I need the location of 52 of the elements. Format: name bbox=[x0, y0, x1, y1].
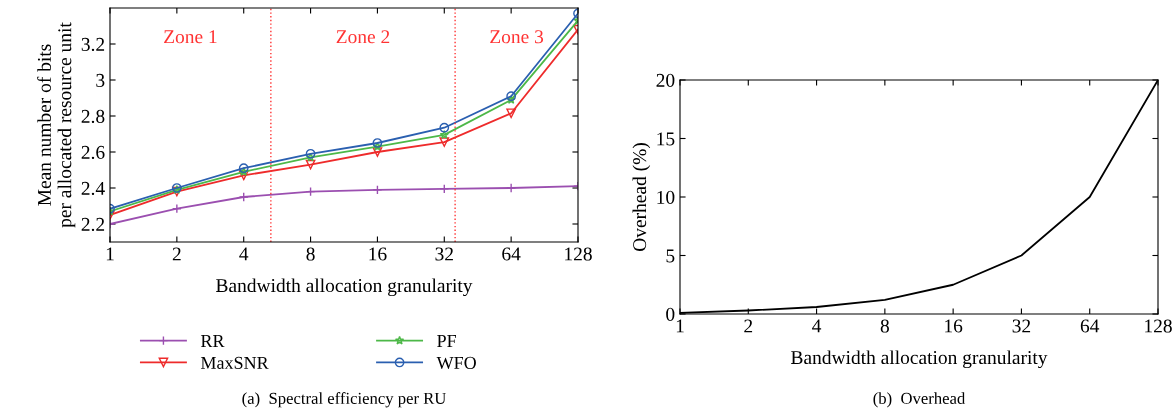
y-axis-title: Overhead (%) bbox=[632, 143, 651, 251]
x-tick-label: 1 bbox=[676, 319, 684, 333]
annotation: Zone 1 bbox=[164, 30, 217, 44]
x-tick-label: 64 bbox=[1080, 319, 1100, 333]
x-tick-label: 128 bbox=[1145, 319, 1172, 333]
x-tick-label: 4 bbox=[239, 247, 249, 261]
point bbox=[439, 184, 450, 194]
point bbox=[506, 108, 517, 119]
text: (b) Overhead bbox=[873, 392, 966, 408]
point bbox=[439, 137, 450, 147]
annotation: Zone 2 bbox=[336, 30, 390, 44]
y-tick-label: 2.6 bbox=[81, 145, 105, 160]
x-tick-label: 8 bbox=[306, 247, 315, 261]
x-axis-title: Bandwidth allocation granularity bbox=[791, 350, 1048, 369]
x-tick-label: 1 bbox=[106, 247, 114, 261]
point bbox=[305, 152, 316, 162]
annotation: Zone 3 bbox=[490, 30, 544, 44]
point bbox=[238, 192, 249, 202]
y-tick-label: 2.2 bbox=[81, 217, 105, 232]
y-tick-label: 15 bbox=[657, 132, 675, 146]
x-tick-label: 32 bbox=[435, 247, 453, 261]
x-tick-label: 64 bbox=[502, 247, 521, 261]
point bbox=[238, 170, 249, 181]
point bbox=[305, 148, 316, 159]
point bbox=[171, 203, 182, 214]
x-tick-label: 16 bbox=[945, 319, 963, 333]
x-tick-label: 32 bbox=[1012, 319, 1031, 333]
legend-label: WFO bbox=[436, 356, 476, 370]
point bbox=[439, 130, 449, 139]
y-tick-label: 2.8 bbox=[81, 109, 105, 124]
x-tick-label: 128 bbox=[565, 247, 592, 261]
y-tick-label: 10 bbox=[657, 190, 675, 204]
x-tick-label: 8 bbox=[880, 319, 889, 333]
legend-label: RR bbox=[200, 335, 225, 347]
y-tick-label: 3.2 bbox=[81, 37, 105, 52]
legend-label: MaxSNR bbox=[200, 356, 269, 369]
point bbox=[372, 147, 383, 157]
x-tick-label: 2 bbox=[172, 247, 181, 261]
y-tick-label: 0 bbox=[666, 307, 675, 321]
x-axis-title: Bandwidth allocation granularity bbox=[216, 278, 473, 297]
point bbox=[305, 159, 316, 170]
x-tick-label: 4 bbox=[812, 319, 822, 333]
y-tick-label: 5 bbox=[666, 249, 675, 263]
y-tick-label: 3 bbox=[96, 73, 105, 87]
text: (a) Spectral efficiency per RU bbox=[242, 392, 446, 408]
x-tick-label: 16 bbox=[369, 247, 387, 261]
x-tick-label: 2 bbox=[744, 319, 753, 333]
y-tick-label: 20 bbox=[656, 73, 675, 87]
legend-label: PF bbox=[437, 335, 457, 347]
y-axis-title: Mean number of bits per allocated resource unit bbox=[37, 22, 76, 228]
y-tick-label: 2.4 bbox=[81, 181, 105, 196]
point bbox=[439, 122, 450, 133]
